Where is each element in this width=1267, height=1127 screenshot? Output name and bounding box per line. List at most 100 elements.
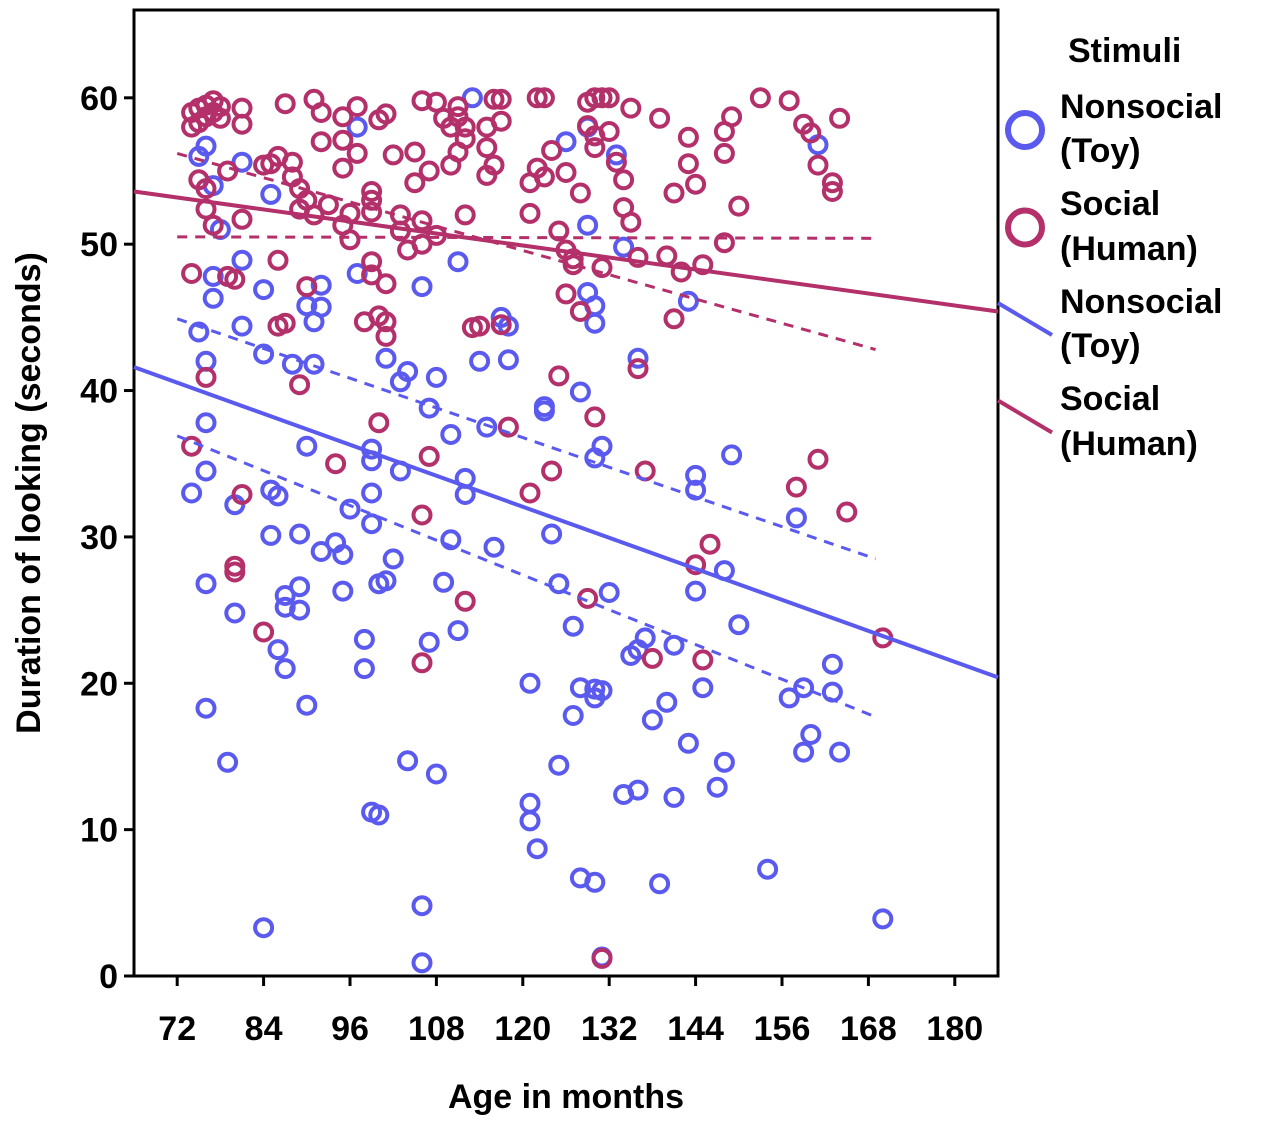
toy-point-34 [296,694,318,716]
toy-point-67 [418,631,440,653]
toy-point-6 [195,697,217,719]
toy-point-141 [793,677,815,699]
toy-point-70 [425,763,447,785]
toy-point-74 [447,620,469,642]
legend-label-human-marker-1: (Human) [1060,230,1198,268]
toy-point-96 [562,705,584,726]
human-point-64 [375,103,397,125]
toy-point-130 [685,580,707,602]
toy-point-129 [685,464,707,486]
toy-point-97 [569,677,591,699]
y-tick-label-60: 60 [80,80,118,118]
toy-point-118 [627,779,649,801]
human-point-21 [231,484,253,505]
human-point-132 [598,87,620,109]
human-point-137 [620,211,642,233]
human-point-75 [411,233,433,255]
human-point-144 [656,245,678,267]
toy-point-123 [656,691,678,713]
human-point-98 [483,88,505,110]
human-point-121 [569,182,591,204]
y-tick-label-40: 40 [80,373,118,411]
toy-point-99 [569,381,591,403]
human-point-102 [490,314,512,336]
legend-title: Stimuli [1068,32,1181,70]
human-point-11 [195,178,217,200]
human-point-164 [800,122,822,144]
toy-point-144 [821,653,843,675]
toy-point-47 [346,116,368,138]
toy-point-92 [548,573,570,595]
toy-point-132 [706,776,728,798]
human-point-156 [713,142,735,164]
human-point-134 [605,151,627,173]
y-tick-label-30: 30 [80,519,118,557]
fit-lines [133,151,999,719]
human-point-33 [274,93,296,115]
human-point-48 [332,129,354,151]
human-point-145 [663,308,685,330]
toy-point-64 [411,895,433,917]
toy-point-131 [692,677,714,699]
human-point-16 [195,366,217,388]
legend-label-toy-marker-1: (Toy) [1060,132,1141,170]
toy-point-85 [519,672,541,694]
human-point-126 [584,137,606,159]
toy-point-14 [224,602,246,624]
toy-point-28 [274,585,296,606]
toy-point-95 [562,615,584,637]
toy-point-112 [598,582,620,603]
toy-point-124 [663,786,685,808]
toy-point-1 [188,321,210,343]
human-point-151 [685,173,707,195]
toy-point-140 [793,741,815,763]
toy-point-49 [353,658,375,680]
human-point-166 [807,448,829,470]
y-axis-ticks: 0 10 20 30 40 50 60 [80,80,134,996]
human-point-116 [555,283,577,305]
human-point-106 [519,202,541,224]
toy-point-46 [346,263,368,284]
human-point-91 [454,590,476,612]
human-point-67 [375,325,397,347]
legend-line-toy [996,301,1054,337]
toy-point-137 [757,858,779,880]
toy-point-135 [721,444,743,466]
toy-point-120 [634,627,656,649]
toy-fit-line-solid-0 [133,365,999,680]
human-point-23 [231,208,253,230]
toy-point-146 [829,741,851,763]
human-point-92 [454,204,476,226]
toy-point-111 [591,680,613,702]
human-point-152 [692,254,714,276]
human-point-77 [411,90,433,112]
legend: Stimuli Nonsocial (Toy) Social (Human) Nonso… [996,32,1222,463]
human-point-76 [411,504,433,526]
toy-point-101 [577,214,599,236]
human-point-78 [411,652,433,674]
toy-point-24 [260,524,282,546]
human-point-39 [296,276,318,298]
toy-point-72 [440,529,462,551]
human-point-94 [469,315,491,337]
toy-point-94 [555,131,577,153]
x-tick-label-96: 96 [331,1010,369,1048]
human-point-99 [483,154,505,176]
human-point-30 [267,249,289,271]
human-point-56 [361,251,383,273]
x-tick-label-120: 120 [494,1010,551,1048]
y-tick-label-20: 20 [80,665,118,703]
human-point-101 [490,110,512,132]
toy-point-48 [353,628,375,650]
toy-point-11 [202,287,224,309]
toy-point-59 [382,548,404,570]
human-point-140 [627,358,649,380]
toy-point-57 [375,570,397,592]
human-point-100 [490,88,512,110]
toy-point-128 [685,479,707,501]
human-point-147 [670,261,692,283]
toy-point-4 [195,460,217,482]
toy-point-107 [584,871,606,893]
x-tick-label-180: 180 [926,1010,983,1048]
